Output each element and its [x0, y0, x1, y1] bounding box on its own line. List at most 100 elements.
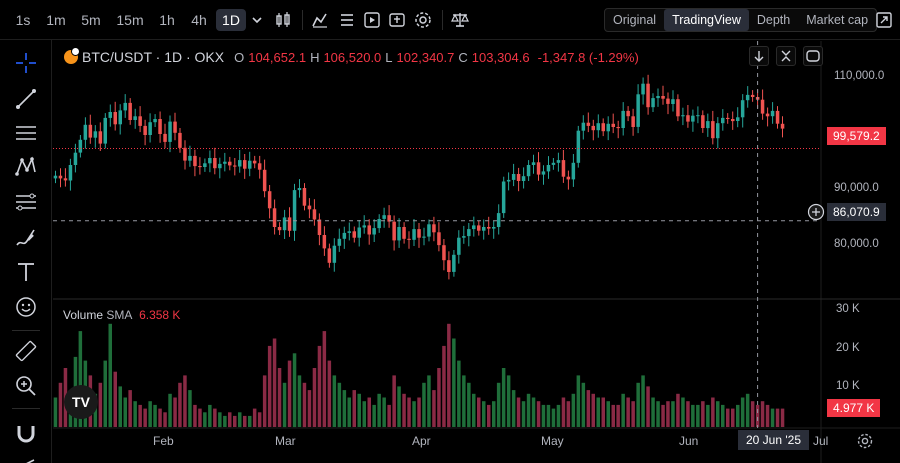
volume-bar [561, 397, 566, 427]
volume-bar [203, 412, 207, 428]
chevron-down-icon[interactable] [247, 10, 267, 30]
candle-body [113, 112, 117, 125]
candle-body [447, 260, 451, 272]
mode-market-cap[interactable]: Market cap [806, 13, 869, 27]
volume-tag: 4.977 K [827, 399, 881, 417]
candle-body [312, 209, 317, 220]
crosshair-icon[interactable] [13, 50, 39, 76]
candle-body [188, 155, 192, 161]
candle-body [88, 124, 93, 138]
volume-bar [686, 401, 690, 427]
timeframe-5m[interactable]: 5m [81, 12, 101, 28]
candle-body [571, 162, 576, 180]
add-alert-plus-icon[interactable] [807, 203, 825, 221]
candle-body [541, 171, 546, 175]
gear-icon[interactable] [856, 432, 874, 450]
candle-body [327, 248, 332, 263]
symbol-label[interactable]: BTC/USDT · 1D · OKX [82, 49, 225, 65]
mode-depth[interactable]: Depth [756, 13, 791, 27]
volume-bar [118, 386, 122, 427]
replay-icon[interactable] [362, 10, 382, 30]
candle-body [397, 227, 401, 241]
scale-compare-icon[interactable] [450, 10, 470, 30]
emoji-icon[interactable] [13, 294, 39, 320]
volume-bar [272, 338, 277, 427]
volume-bar [113, 371, 117, 427]
brush-icon[interactable] [13, 225, 39, 251]
candle-body [223, 161, 227, 164]
volume-bar [760, 401, 765, 427]
candle-body [467, 229, 471, 237]
volume-bar [586, 390, 591, 427]
volume-bar [511, 390, 516, 427]
candle-body [93, 131, 98, 138]
candle-body [183, 147, 187, 161]
volume-bar [775, 408, 780, 427]
volume-bar [312, 368, 317, 427]
timeframe-4h[interactable]: 4h [191, 12, 207, 28]
collapse-icon[interactable] [776, 46, 796, 66]
volume-bar [666, 401, 670, 427]
candle-body [143, 125, 147, 135]
volume-bar [736, 404, 740, 427]
candle-body [770, 110, 775, 117]
volume-bar [691, 404, 695, 427]
timeframe-1m[interactable]: 1m [46, 12, 66, 28]
candle-body [322, 235, 327, 249]
timeframe-1d[interactable]: 1D [216, 9, 246, 31]
horizontal-lines-icon[interactable] [13, 120, 39, 146]
close-key: C [458, 49, 468, 65]
candle-body [716, 123, 720, 139]
candles-type-icon[interactable] [273, 10, 293, 30]
timeframe-15m[interactable]: 15m [116, 12, 144, 28]
date-axis-label: Apr [412, 434, 431, 448]
list-settings-icon[interactable] [337, 10, 357, 30]
volume-bar [213, 408, 217, 427]
timeframe-1s[interactable]: 1s [15, 12, 31, 28]
candle-body [203, 163, 207, 167]
lock-drawings-icon[interactable] [13, 454, 39, 463]
zoom-in-icon[interactable] [13, 373, 39, 399]
volume-bar [153, 404, 157, 427]
pattern-icon[interactable] [13, 154, 39, 180]
volume-bar [292, 353, 297, 428]
indicators-icon[interactable] [310, 10, 330, 30]
candle-body [427, 224, 431, 237]
volume-bar [596, 397, 600, 427]
magnet-icon[interactable] [13, 420, 39, 446]
mode-original[interactable]: Original [613, 13, 657, 27]
mode-tradingview[interactable]: TradingView [664, 9, 749, 31]
gear-icon[interactable] [413, 10, 433, 30]
volume-bar [745, 393, 750, 427]
candle-body [83, 124, 88, 140]
fib-tool-icon[interactable] [13, 189, 39, 215]
maximize-pane-icon[interactable] [803, 46, 823, 66]
tradingview-logo[interactable]: TV [64, 385, 98, 419]
candle-body [422, 236, 426, 238]
trend-line-icon[interactable] [13, 86, 39, 112]
candle-body [78, 139, 83, 153]
volume-bar [277, 368, 282, 427]
volume-bar [317, 345, 322, 427]
ruler-icon[interactable] [13, 338, 39, 364]
candle-body [123, 102, 127, 111]
candle-body [163, 133, 167, 142]
price-chart[interactable] [53, 41, 900, 463]
candle-body [267, 191, 272, 209]
candle-body [98, 131, 103, 144]
volume-bar [516, 397, 521, 427]
candle-body [372, 228, 376, 235]
date-axis-label: Jul [813, 434, 829, 448]
volume-bar [163, 412, 167, 428]
top-toolbar: 1s 1m 5m 15m 1h 4h 1D Original TradingVi… [0, 0, 900, 40]
fullscreen-icon[interactable] [874, 10, 894, 30]
volume-bar [233, 415, 237, 427]
text-tool-icon[interactable] [13, 259, 39, 285]
alert-icon[interactable] [387, 10, 407, 30]
scroll-down-icon[interactable] [749, 46, 769, 66]
volume-axis-label: 20 K [836, 342, 860, 354]
chart-area[interactable] [53, 41, 900, 463]
volume-bar [193, 404, 197, 427]
timeframe-1h[interactable]: 1h [159, 12, 175, 28]
candle-body [63, 178, 68, 181]
